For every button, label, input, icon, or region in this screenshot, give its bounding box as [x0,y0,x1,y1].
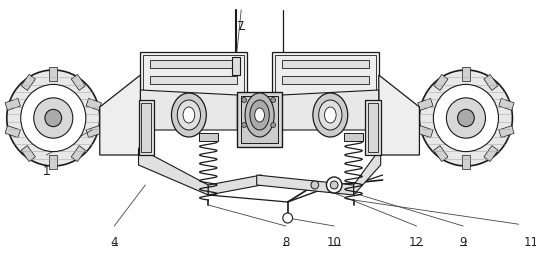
Ellipse shape [324,107,336,123]
Ellipse shape [45,109,62,127]
Ellipse shape [250,100,269,130]
Bar [282,76,369,84]
Polygon shape [49,67,57,81]
Bar [275,55,376,104]
Circle shape [311,181,319,189]
Polygon shape [140,90,237,130]
Polygon shape [5,126,20,137]
Text: 1: 1 [43,165,50,178]
Bar [138,100,154,155]
Polygon shape [86,126,101,137]
Ellipse shape [183,107,195,123]
Circle shape [242,123,247,127]
Ellipse shape [177,100,200,130]
Ellipse shape [34,98,73,138]
Ellipse shape [434,84,498,152]
Bar [150,60,237,68]
Text: 10: 10 [327,236,341,249]
Text: 8: 8 [282,236,289,249]
Polygon shape [49,155,57,169]
Bar [150,76,237,84]
Bar [241,96,278,143]
Ellipse shape [245,93,274,137]
Polygon shape [462,67,470,81]
Ellipse shape [172,93,206,137]
Circle shape [326,177,342,193]
Circle shape [271,98,276,102]
Ellipse shape [446,98,486,138]
Bar [140,52,247,107]
Circle shape [242,98,247,102]
Ellipse shape [7,70,100,166]
Polygon shape [209,175,262,195]
Circle shape [283,213,293,223]
Polygon shape [282,90,379,130]
Bar [344,133,363,141]
Bar [233,57,240,75]
Text: 12: 12 [409,236,424,249]
Bar [198,133,218,141]
Text: 11: 11 [523,236,536,249]
Polygon shape [369,75,420,155]
Bar [237,92,282,147]
Polygon shape [257,175,354,195]
Polygon shape [499,99,514,110]
Bar [143,55,244,104]
Polygon shape [21,146,35,162]
Ellipse shape [255,108,264,122]
Ellipse shape [420,70,512,166]
Polygon shape [484,146,498,162]
Polygon shape [138,148,209,195]
Polygon shape [434,146,448,162]
Ellipse shape [319,100,342,130]
Polygon shape [71,146,85,162]
Bar [368,103,378,152]
Polygon shape [21,74,35,90]
Text: 4: 4 [110,236,118,249]
Text: 7: 7 [237,20,245,33]
Polygon shape [462,155,470,169]
Polygon shape [418,126,433,137]
Polygon shape [434,74,448,90]
Polygon shape [418,99,433,110]
Polygon shape [5,99,20,110]
Circle shape [330,181,338,189]
Polygon shape [71,74,85,90]
Polygon shape [86,99,101,110]
Polygon shape [100,75,150,155]
Polygon shape [354,148,381,195]
Polygon shape [484,74,498,90]
Circle shape [271,123,276,127]
Ellipse shape [21,84,86,152]
Bar [365,100,381,155]
Bar [282,60,369,68]
Ellipse shape [313,93,348,137]
Ellipse shape [458,109,474,127]
Bar [142,103,151,152]
Text: 9: 9 [459,236,467,249]
Polygon shape [499,126,514,137]
Bar [272,52,379,107]
